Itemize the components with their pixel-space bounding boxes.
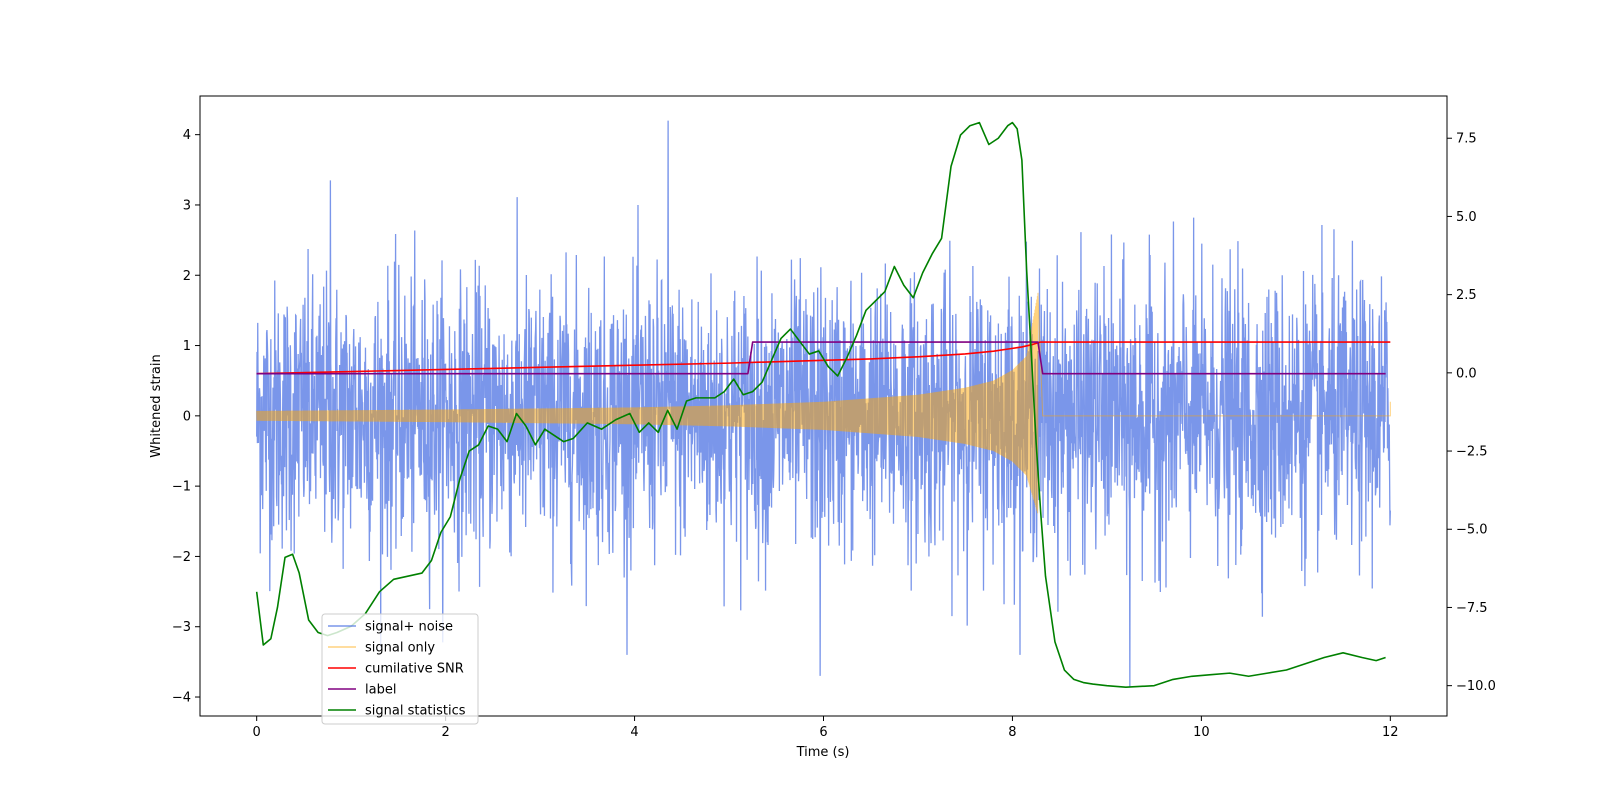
chirp-layer bbox=[256, 292, 1391, 514]
series-signal-statistics bbox=[255, 121, 1386, 689]
series-signal-only bbox=[256, 292, 1391, 514]
y-tick-label: −4 bbox=[172, 691, 191, 706]
x-tick-label: 6 bbox=[819, 725, 827, 740]
y-right-tick-label: 7.5 bbox=[1456, 132, 1477, 147]
legend-label: label bbox=[365, 683, 396, 698]
y-right-tick-label: 0.0 bbox=[1456, 366, 1477, 381]
legend-label: signal only bbox=[365, 641, 435, 656]
y-axis-left: −4 −3 −2 −1 0 1 2 3 4 bbox=[172, 128, 200, 706]
series-cumilative-snr bbox=[256, 341, 1391, 375]
x-tick-label: 4 bbox=[630, 725, 638, 740]
y-axis-right: −10.0 −7.5 −5.0 −2.5 0.0 2.5 5.0 7.5 bbox=[1447, 132, 1496, 694]
x-tick-label: 10 bbox=[1193, 725, 1210, 740]
y-tick-label: 0 bbox=[183, 409, 191, 424]
y-right-tick-label: −2.5 bbox=[1456, 445, 1488, 460]
y-tick-label: 4 bbox=[183, 128, 191, 143]
y-tick-label: −3 bbox=[172, 620, 191, 635]
y-right-tick-label: −5.0 bbox=[1456, 523, 1488, 538]
y-tick-label: 2 bbox=[183, 269, 191, 284]
y-axis-label: Whitened strain bbox=[149, 354, 164, 457]
x-tick-label: 2 bbox=[441, 725, 449, 740]
x-tick-label: 0 bbox=[253, 725, 261, 740]
x-tick-label: 8 bbox=[1008, 725, 1016, 740]
y-tick-label: 3 bbox=[183, 198, 191, 213]
legend: signal+ noise signal only cumilative SNR la… bbox=[321, 613, 479, 725]
y-right-tick-label: 2.5 bbox=[1456, 288, 1477, 303]
x-tick-label: 12 bbox=[1382, 725, 1399, 740]
y-right-tick-label: 5.0 bbox=[1456, 210, 1477, 225]
y-tick-label: 1 bbox=[183, 339, 191, 354]
legend-label: signal+ noise bbox=[365, 620, 453, 635]
legend-label: signal statistics bbox=[365, 704, 466, 719]
series-layer bbox=[255, 121, 1391, 689]
y-right-tick-label: −7.5 bbox=[1456, 601, 1488, 616]
legend-box bbox=[321, 613, 479, 725]
y-tick-label: −1 bbox=[172, 480, 191, 495]
series-label bbox=[256, 341, 1386, 375]
legend-label: cumilative SNR bbox=[365, 662, 464, 677]
y-right-tick-label: −10.0 bbox=[1456, 679, 1496, 694]
x-axis-label: Time (s) bbox=[796, 745, 850, 760]
y-tick-label: −2 bbox=[172, 550, 191, 565]
